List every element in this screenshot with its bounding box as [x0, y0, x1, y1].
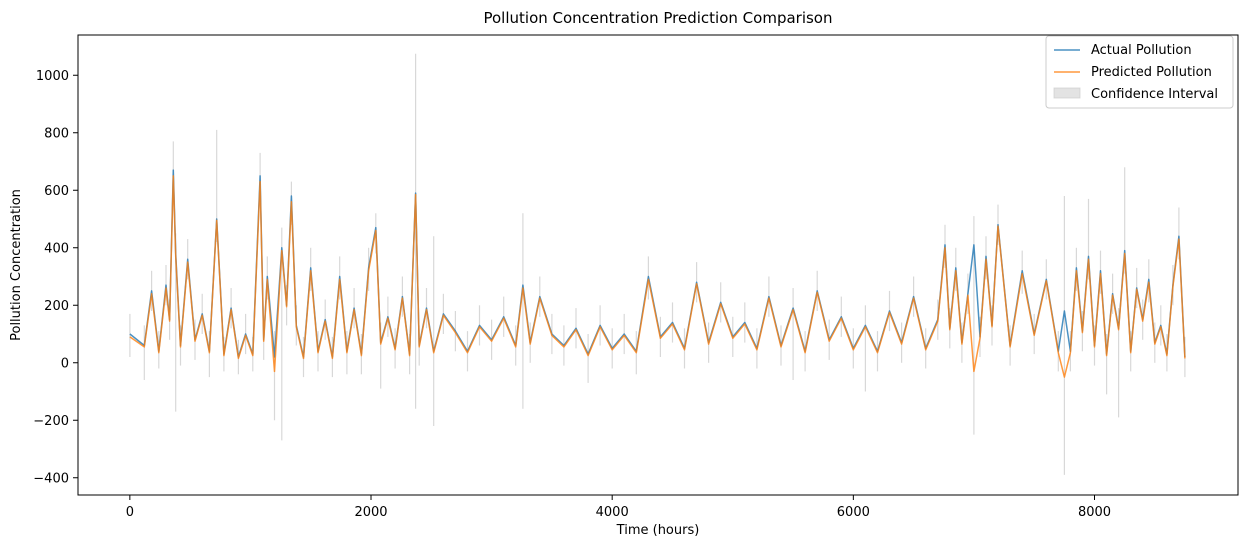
x-axis-label: Time (hours) [616, 523, 700, 538]
chart-title: Pollution Concentration Prediction Compa… [483, 9, 832, 27]
legend-label-confidence: Confidence Interval [1091, 87, 1218, 102]
x-axis-ticks: 0 2000 4000 6000 8000 [126, 495, 1111, 520]
y-tick-label: 200 [44, 299, 69, 314]
y-tick-label: 800 [44, 126, 69, 141]
y-tick-label: 600 [44, 184, 69, 199]
x-tick-label: 4000 [596, 505, 629, 520]
y-axis-ticks: −400 −200 0 200 400 600 800 1000 [33, 69, 78, 486]
legend-label-actual: Actual Pollution [1091, 43, 1192, 58]
y-tick-label: 1000 [36, 69, 69, 84]
legend-label-predicted: Predicted Pollution [1091, 65, 1212, 80]
x-tick-label: 0 [126, 505, 134, 520]
plot-area [77, 34, 1239, 496]
series-line-layer [129, 169, 1186, 378]
legend-swatch-confidence [1053, 87, 1081, 99]
plot-frame [77, 34, 1239, 496]
x-tick-label: 8000 [1078, 505, 1111, 520]
y-tick-label: 0 [61, 356, 69, 371]
y-tick-label: −200 [33, 414, 69, 429]
legend: Actual Pollution Predicted Pollution Con… [1045, 35, 1234, 109]
legend-frame [1045, 35, 1234, 109]
y-axis-label: Pollution Concentration [9, 189, 24, 341]
x-tick-label: 2000 [354, 505, 387, 520]
series-line-predicted [129, 175, 1186, 378]
y-tick-label: 400 [44, 241, 69, 256]
x-tick-label: 6000 [837, 505, 870, 520]
y-tick-label: −400 [33, 471, 69, 486]
